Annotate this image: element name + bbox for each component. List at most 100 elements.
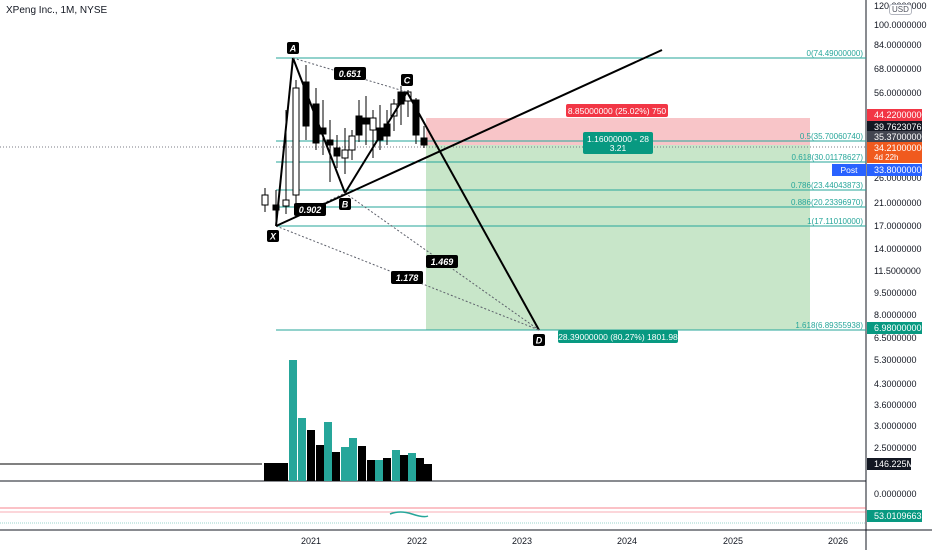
post-price-tag-box [867,164,922,176]
fib-level-label: 0.886(20.23396970) [791,198,863,207]
pattern-point-badge [401,74,413,86]
volume-bar [383,458,391,481]
fib-level-label: 0.5(35.70060740) [800,132,864,141]
volume-bar [280,463,288,481]
volume-tick: 2.5000000 [874,443,917,453]
time-tick: 2023 [512,536,532,546]
volume-tick: 3.0000000 [874,421,917,431]
fib-level-label: 0.786(23.44043873) [791,181,863,190]
reward-zone [426,145,810,330]
volume-bar [358,446,366,481]
risk-label-box [566,104,668,117]
entry-label-box [583,132,653,154]
candle-body [326,139,334,146]
pattern-leg [292,57,346,194]
volume-bar [341,447,349,481]
ratio-label: 0.651 [339,69,362,79]
candle-body [282,199,290,207]
ratio-badge [294,203,326,216]
volume-bar [349,438,357,481]
fib-level-label: 0(74.49000000) [807,49,864,58]
time-tick: 2026 [828,536,848,546]
candle-body [420,137,428,146]
post-label-box [832,164,866,176]
ratio-label: 1.469 [431,257,454,267]
price-tick: 9.5000000 [874,288,917,298]
time-tick: 2025 [723,536,743,546]
candle-body [376,127,384,141]
close-tag-box [867,142,922,163]
stop-price-tag-box [867,109,922,121]
pattern-point-label: X [269,232,277,242]
countdown-tag: 4d 22h [874,153,898,162]
pattern-point-label: C [404,76,411,86]
candle-body [369,117,377,131]
last-price-tag-box [867,131,922,143]
pattern-ratio-line [344,192,540,331]
volume-tick: 4.3000000 [874,379,917,389]
volume-tag: 146.225M [874,459,914,469]
last-price-tag: 35.37000000 [874,132,927,142]
volume-bar [424,464,432,481]
candle-body [333,147,341,157]
price-tick: 8.0000000 [874,310,917,320]
candle-body [292,87,300,196]
target-price-tag: 6.98000000 [874,323,922,333]
high-price-tag-box [867,121,922,133]
stop-price-tag: 44.22000000 [874,110,927,120]
indicator-line [389,511,429,518]
pattern-leg [344,91,408,194]
entry-label-line2: 3.21 [610,143,627,153]
reward-label: 28.39000000 (80.27%) 1801.98 [558,332,678,342]
pattern-point-label: A [289,44,297,54]
post-label: Post [840,165,858,175]
close-price-tag: 34.21000000 [874,143,927,153]
price-tick: 84.0000000 [874,40,922,50]
price-tick: 11.5000000 [874,266,921,276]
high-price-tag: 39.76230769 [874,122,927,132]
time-tick: 2022 [407,536,427,546]
volume-bar [316,445,324,481]
volume-tick: 5.3000000 [874,355,917,365]
candle-body [355,115,363,136]
candle-body [302,81,310,127]
post-price-tag: 33.80000000 [874,165,927,175]
volume-bar [298,418,306,481]
risk-label: 8.85000000 (25.02%) 750 [568,106,667,116]
price-tick: 21.0000000 [874,198,922,208]
fib-level-label: 0.618(30.01178627) [792,153,864,162]
pattern-point-badge [267,230,279,242]
volume-bar [408,453,416,481]
volume-bar [264,463,272,481]
volume-tick: 3.6000000 [874,400,917,410]
time-tick: 2021 [301,536,321,546]
price-tick: 56.0000000 [874,88,922,98]
ratio-label: 0.902 [299,205,322,215]
pattern-leg [275,57,294,227]
volume-tag-box [867,458,911,470]
fib-level-label: 1.618(6.89355938) [795,321,863,330]
price-tick: 14.0000000 [874,244,922,254]
volume-bar [416,458,424,481]
pattern-point-label: B [342,200,349,210]
indicator-tag-box [867,510,922,522]
target-price-tag-box [867,322,922,334]
currency-badge[interactable]: USD [889,4,912,15]
volume-bar [289,360,297,481]
price-tick: 100.0000000 [874,20,927,30]
volume-bar [367,460,375,481]
candle-body [261,194,269,206]
pattern-leg [406,91,540,331]
volume-bar [392,450,400,481]
volume-bar [307,430,315,481]
pattern-point-badge [287,42,299,54]
price-tick: 6.5000000 [874,333,917,343]
fib-level-label: 1(17.11010000) [807,217,863,226]
volume-bar [400,455,408,481]
price-tick: 17.0000000 [874,221,922,231]
entry-label-line1: 1.16000000 - 28 [587,134,649,144]
symbol-title: XPeng Inc., 1M, NYSE [6,5,108,16]
price-tick: 68.0000000 [874,64,922,74]
